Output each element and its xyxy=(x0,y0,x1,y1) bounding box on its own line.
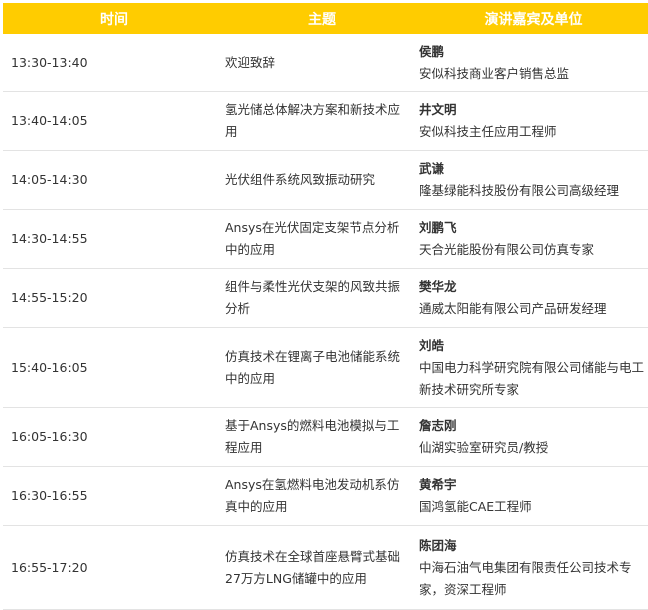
speaker-cell: 黄希宇 国鸿氢能CAE工程师 xyxy=(419,474,648,518)
table-header: 时间 主题 演讲嘉宾及单位 xyxy=(3,3,648,34)
speaker-org: 隆基绿能科技股份有限公司高级经理 xyxy=(419,183,620,198)
speaker-org: 天合光能股份有限公司仿真专家 xyxy=(419,242,595,257)
speaker-name: 侯鹏 xyxy=(419,43,445,59)
speaker-cell: 陈团海 中海石油气电集团有限责任公司技术专家，资深工程师 xyxy=(419,535,648,601)
topic-cell: 氢光储总体解决方案和新技术应用 xyxy=(225,102,401,139)
table-row: 14:05-14:30 光伏组件系统风致振动研究 武谦 隆基绿能科技股份有限公司… xyxy=(3,151,648,210)
speaker-org: 安似科技商业客户销售总监 xyxy=(419,65,570,81)
header-speaker: 演讲嘉宾及单位 xyxy=(484,11,583,28)
topic-cell: Ansys在光伏固定支架节点分析中的应用 xyxy=(225,220,400,257)
topic-cell: 基于Ansys的燃料电池模拟与工程应用 xyxy=(225,418,400,455)
time-cell: 16:55-17:20 xyxy=(11,559,88,575)
speaker-name: 詹志刚 xyxy=(419,418,457,433)
speaker-name: 井文明 xyxy=(419,102,457,117)
agenda-table: 时间 主题 演讲嘉宾及单位 13:30-13:40 欢迎致辞 侯鹏 安似科技商业… xyxy=(3,3,648,610)
table-row: 16:30-16:55 Ansys在氢燃料电池发动机系仿真中的应用 黄希宇 国鸿… xyxy=(3,467,648,526)
speaker-name: 刘鹏飞 xyxy=(419,220,457,235)
table-row: 13:40-14:05 氢光储总体解决方案和新技术应用 井文明 安似科技主任应用… xyxy=(3,92,648,151)
time-cell: 16:30-16:55 xyxy=(11,488,88,503)
speaker-name: 武谦 xyxy=(419,161,445,176)
table-row: 16:05-16:30 基于Ansys的燃料电池模拟与工程应用 詹志刚 仙湖实验… xyxy=(3,408,648,467)
time-cell: 16:05-16:30 xyxy=(11,429,88,444)
topic-cell: 光伏组件系统风致振动研究 xyxy=(225,172,376,187)
time-cell: 14:55-15:20 xyxy=(11,290,88,305)
speaker-org: 仙湖实验室研究员/教授 xyxy=(419,440,549,455)
speaker-org: 中海石油气电集团有限责任公司技术专家，资深工程师 xyxy=(419,559,632,597)
table-row: 14:55-15:20 组件与柔性光伏支架的风致共振分析 樊华龙 通威太阳能有限… xyxy=(3,269,648,328)
speaker-cell: 侯鹏 安似科技商业客户销售总监 xyxy=(419,41,648,85)
speaker-name: 黄希宇 xyxy=(419,477,457,492)
speaker-org: 国鸿氢能CAE工程师 xyxy=(419,499,532,514)
speaker-name: 刘皓 xyxy=(419,337,445,353)
topic-cell: 仿真技术在全球首座悬臂式基础27万方LNG储罐中的应用 xyxy=(225,548,401,586)
time-cell: 15:40-16:05 xyxy=(11,359,88,375)
table-row: 16:55-17:20 仿真技术在全球首座悬臂式基础27万方LNG储罐中的应用 … xyxy=(3,526,648,610)
topic-cell: 组件与柔性光伏支架的风致共振分析 xyxy=(225,279,401,316)
speaker-cell: 井文明 安似科技主任应用工程师 xyxy=(419,99,648,143)
time-cell: 13:30-13:40 xyxy=(11,54,88,70)
speaker-org: 安似科技主任应用工程师 xyxy=(419,124,557,139)
header-topic: 主题 xyxy=(308,11,336,28)
speaker-cell: 刘鹏飞 天合光能股份有限公司仿真专家 xyxy=(419,217,648,261)
speaker-cell: 武谦 隆基绿能科技股份有限公司高级经理 xyxy=(419,158,648,202)
time-cell: 14:30-14:55 xyxy=(11,231,88,246)
speaker-name: 樊华龙 xyxy=(419,279,457,294)
speaker-cell: 樊华龙 通威太阳能有限公司产品研发经理 xyxy=(419,276,648,320)
speaker-cell: 刘皓 中国电力科学研究院有限公司储能与电工新技术研究所专家 xyxy=(419,335,648,401)
topic-cell: 仿真技术在锂离子电池储能系统中的应用 xyxy=(225,348,401,386)
header-time: 时间 xyxy=(100,11,128,28)
speaker-org: 中国电力科学研究院有限公司储能与电工新技术研究所专家 xyxy=(419,359,645,397)
table-row: 15:40-16:05 仿真技术在锂离子电池储能系统中的应用 刘皓 中国电力科学… xyxy=(3,328,648,408)
table-row: 14:30-14:55 Ansys在光伏固定支架节点分析中的应用 刘鹏飞 天合光… xyxy=(3,210,648,269)
time-cell: 14:05-14:30 xyxy=(11,172,88,187)
topic-cell: 欢迎致辞 xyxy=(225,54,276,70)
speaker-name: 陈团海 xyxy=(419,537,457,553)
speaker-cell: 詹志刚 仙湖实验室研究员/教授 xyxy=(419,415,648,459)
speaker-org: 通威太阳能有限公司产品研发经理 xyxy=(419,301,607,316)
table-row: 13:30-13:40 欢迎致辞 侯鹏 安似科技商业客户销售总监 xyxy=(3,34,648,92)
time-cell: 13:40-14:05 xyxy=(11,113,88,128)
topic-cell: Ansys在氢燃料电池发动机系仿真中的应用 xyxy=(225,477,400,514)
